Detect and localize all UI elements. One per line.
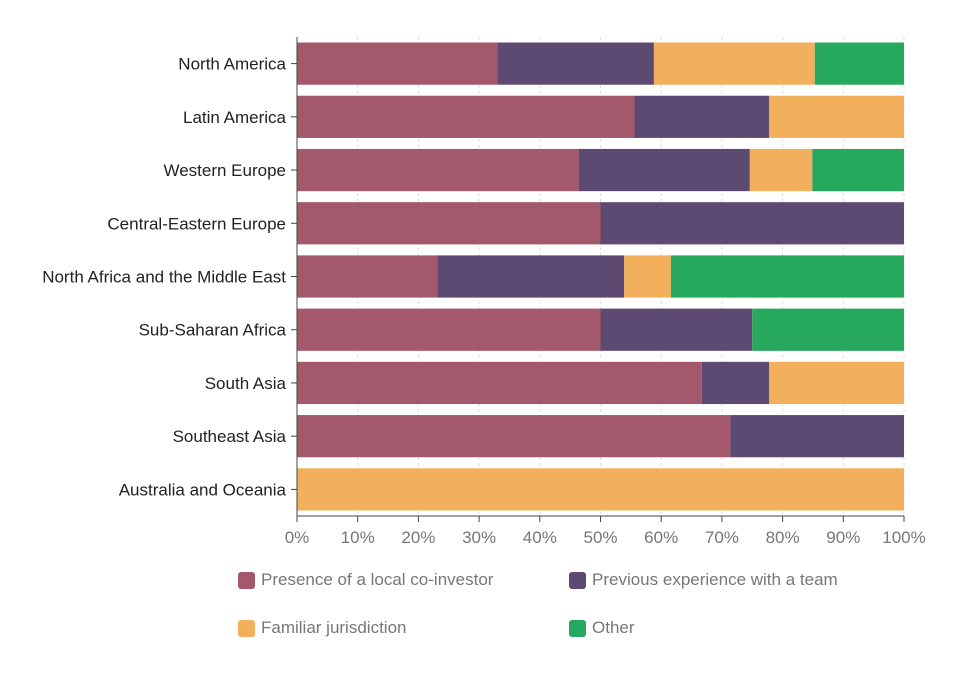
legend-label: Previous experience with a team (592, 570, 838, 589)
bar-segment (297, 148, 579, 192)
legend-item[interactable]: Previous experience with a team (569, 570, 838, 590)
x-tick-label: 70% (705, 528, 739, 547)
bar-segment (297, 415, 731, 458)
category-label: North Africa and the Middle East (42, 268, 286, 287)
legend: Presence of a local co-investor Previous … (238, 568, 938, 678)
bar-segment (297, 308, 601, 351)
legend-item[interactable]: Presence of a local co-investor (238, 570, 493, 590)
bar-segment (769, 361, 904, 405)
legend-label: Presence of a local co-investor (261, 570, 494, 589)
bar-segment (624, 255, 671, 298)
legend-label: Familiar jurisdiction (261, 618, 407, 637)
legend-item[interactable]: Familiar jurisdiction (238, 618, 406, 638)
x-tick-label: 60% (644, 528, 678, 547)
category-label: Southeast Asia (173, 427, 287, 446)
x-tick-label: 80% (766, 528, 800, 547)
bar-segment (634, 95, 770, 138)
x-tick-label: 100% (882, 528, 925, 547)
bar-segment (749, 148, 813, 192)
legend-item[interactable]: Other (569, 618, 635, 638)
x-tick-label: 40% (523, 528, 557, 547)
bar-segment (600, 308, 753, 351)
legend-swatch (238, 571, 255, 589)
bar-segment (297, 42, 498, 85)
category-label: North America (178, 55, 286, 74)
bar-segment (752, 308, 904, 351)
tick-labels: 0% 10% 20% 30% 40% 50% 60% 70% 80% 90% 100% (285, 528, 926, 547)
bar-segment (701, 361, 770, 405)
category-label: Central-Eastern Europe (107, 214, 286, 233)
bar-segment (578, 148, 750, 192)
bar-segment (653, 42, 815, 85)
bar-segment (437, 255, 625, 298)
legend-swatch (238, 619, 255, 637)
x-tick-label: 90% (826, 528, 860, 547)
bar-segment (769, 95, 904, 138)
category-labels: North America Latin America Western Europe… (42, 55, 286, 500)
category-label: Australia and Oceania (119, 480, 287, 499)
bar-segment (497, 42, 654, 85)
legend-swatch (569, 619, 586, 637)
x-tick-label: 10% (341, 528, 375, 547)
x-tick-label: 20% (401, 528, 435, 547)
x-tick-label: 30% (462, 528, 496, 547)
category-label: Latin America (183, 108, 287, 127)
x-tick-label: 0% (285, 528, 310, 547)
bar-segment (297, 95, 635, 138)
bar-segment (297, 202, 601, 245)
bar-segment (814, 42, 904, 85)
bar-segment (812, 148, 904, 192)
legend-swatch (569, 571, 586, 589)
bar-segment (600, 202, 904, 245)
axes (291, 37, 905, 522)
category-label: South Asia (205, 374, 287, 393)
category-label: Sub-Saharan Africa (139, 321, 287, 340)
bars (297, 42, 904, 511)
bar-segment (730, 415, 904, 458)
bar-segment (297, 361, 702, 405)
bar-segment (297, 468, 904, 511)
bar-segment (670, 255, 904, 298)
x-tick-label: 50% (583, 528, 617, 547)
legend-label: Other (592, 618, 635, 637)
bar-segment (297, 255, 438, 298)
category-label: Western Europe (163, 161, 286, 180)
